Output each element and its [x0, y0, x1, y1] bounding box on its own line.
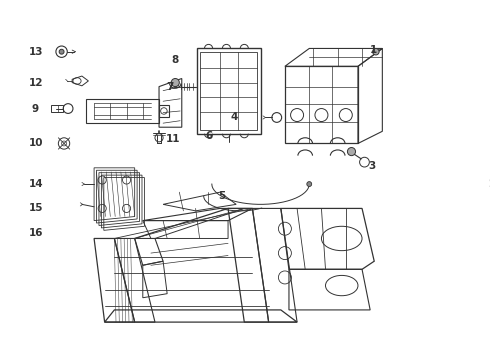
Text: 3: 3	[368, 161, 376, 171]
Bar	[200, 52, 257, 130]
Text: 6: 6	[205, 131, 213, 141]
Text: 7: 7	[166, 82, 174, 91]
Circle shape	[59, 49, 64, 54]
Text: 2: 2	[488, 179, 490, 189]
Text: 12: 12	[29, 77, 44, 87]
Text: 1: 1	[370, 45, 377, 55]
Text: 15: 15	[29, 203, 44, 213]
Circle shape	[307, 182, 312, 186]
Text: 4: 4	[230, 112, 238, 122]
Circle shape	[347, 148, 356, 156]
Text: 16: 16	[29, 228, 44, 238]
Text: 14: 14	[29, 179, 44, 189]
Text: 9: 9	[31, 104, 39, 114]
Circle shape	[171, 78, 179, 87]
Bar	[197, 49, 261, 134]
Text: 13: 13	[29, 47, 44, 57]
Text: 5: 5	[219, 191, 225, 201]
Circle shape	[372, 49, 379, 55]
Text: 8: 8	[171, 55, 178, 65]
Text: 10: 10	[29, 139, 44, 148]
Text: 11: 11	[166, 134, 180, 144]
